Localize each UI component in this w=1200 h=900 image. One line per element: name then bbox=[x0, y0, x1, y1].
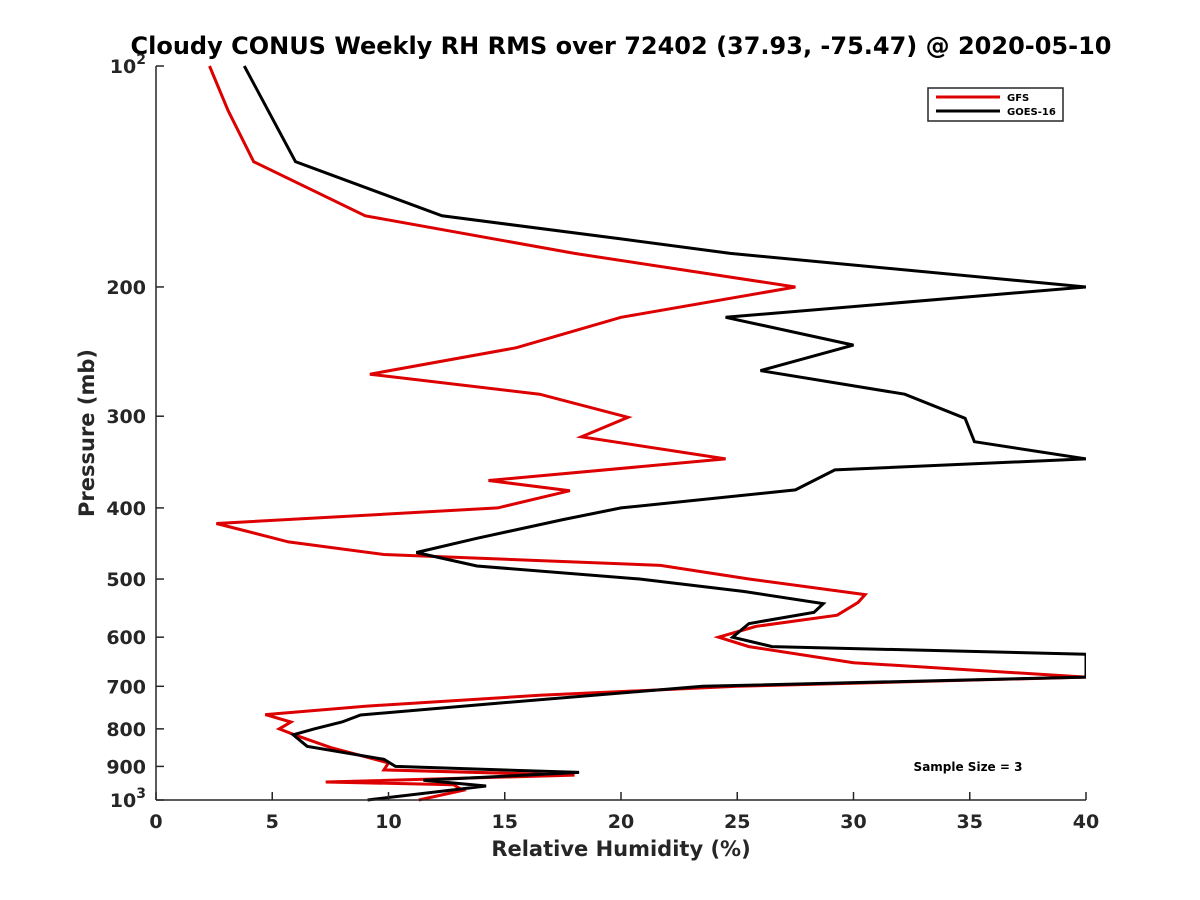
y-tick-label: 500 bbox=[106, 569, 146, 591]
sample-size-annotation: Sample Size = 3 bbox=[914, 760, 1023, 774]
y-tick-label: 700 bbox=[106, 676, 146, 698]
x-tick-label: 15 bbox=[492, 811, 518, 833]
x-tick-label: 30 bbox=[840, 811, 866, 833]
y-axis-label: Pressure (mb) bbox=[75, 349, 99, 517]
x-tick-label: 10 bbox=[375, 811, 401, 833]
y-tick-label: 103 bbox=[110, 786, 146, 812]
legend-box bbox=[927, 87, 1064, 122]
plot-area bbox=[156, 66, 1086, 800]
x-ticks: 0 5 10 15 20 25 30 35 40 bbox=[149, 792, 1099, 833]
y-ticks: 102 200 300 400 500 600 700 800 900 103 bbox=[106, 52, 164, 812]
legend: GFS GOES-16 bbox=[927, 87, 1064, 122]
x-tick-label: 20 bbox=[608, 811, 634, 833]
legend-label-gfs: GFS bbox=[1007, 93, 1029, 104]
series-line-goes16 bbox=[242, 65, 1086, 802]
x-tick-label: 0 bbox=[149, 811, 162, 833]
x-tick-label: 35 bbox=[957, 811, 983, 833]
series-line-gfs bbox=[208, 65, 1086, 802]
legend-label-goes16: GOES-16 bbox=[1007, 107, 1056, 118]
y-tick-label: 200 bbox=[106, 277, 146, 299]
series-layer bbox=[208, 65, 1086, 802]
x-tick-label: 40 bbox=[1073, 811, 1099, 833]
y-tick-label: 400 bbox=[106, 498, 146, 520]
x-axis-label: Relative Humidity (%) bbox=[491, 837, 750, 861]
y-tick-label: 900 bbox=[106, 756, 146, 778]
y-tick-label: 600 bbox=[106, 627, 146, 649]
x-tick-label: 25 bbox=[724, 811, 750, 833]
y-tick-label: 300 bbox=[106, 406, 146, 428]
x-tick-label: 5 bbox=[266, 811, 279, 833]
y-tick-label: 800 bbox=[106, 719, 146, 741]
y-tick-label: 102 bbox=[110, 52, 146, 78]
chart-title: Cloudy CONUS Weekly RH RMS over 72402 (3… bbox=[131, 32, 1112, 60]
